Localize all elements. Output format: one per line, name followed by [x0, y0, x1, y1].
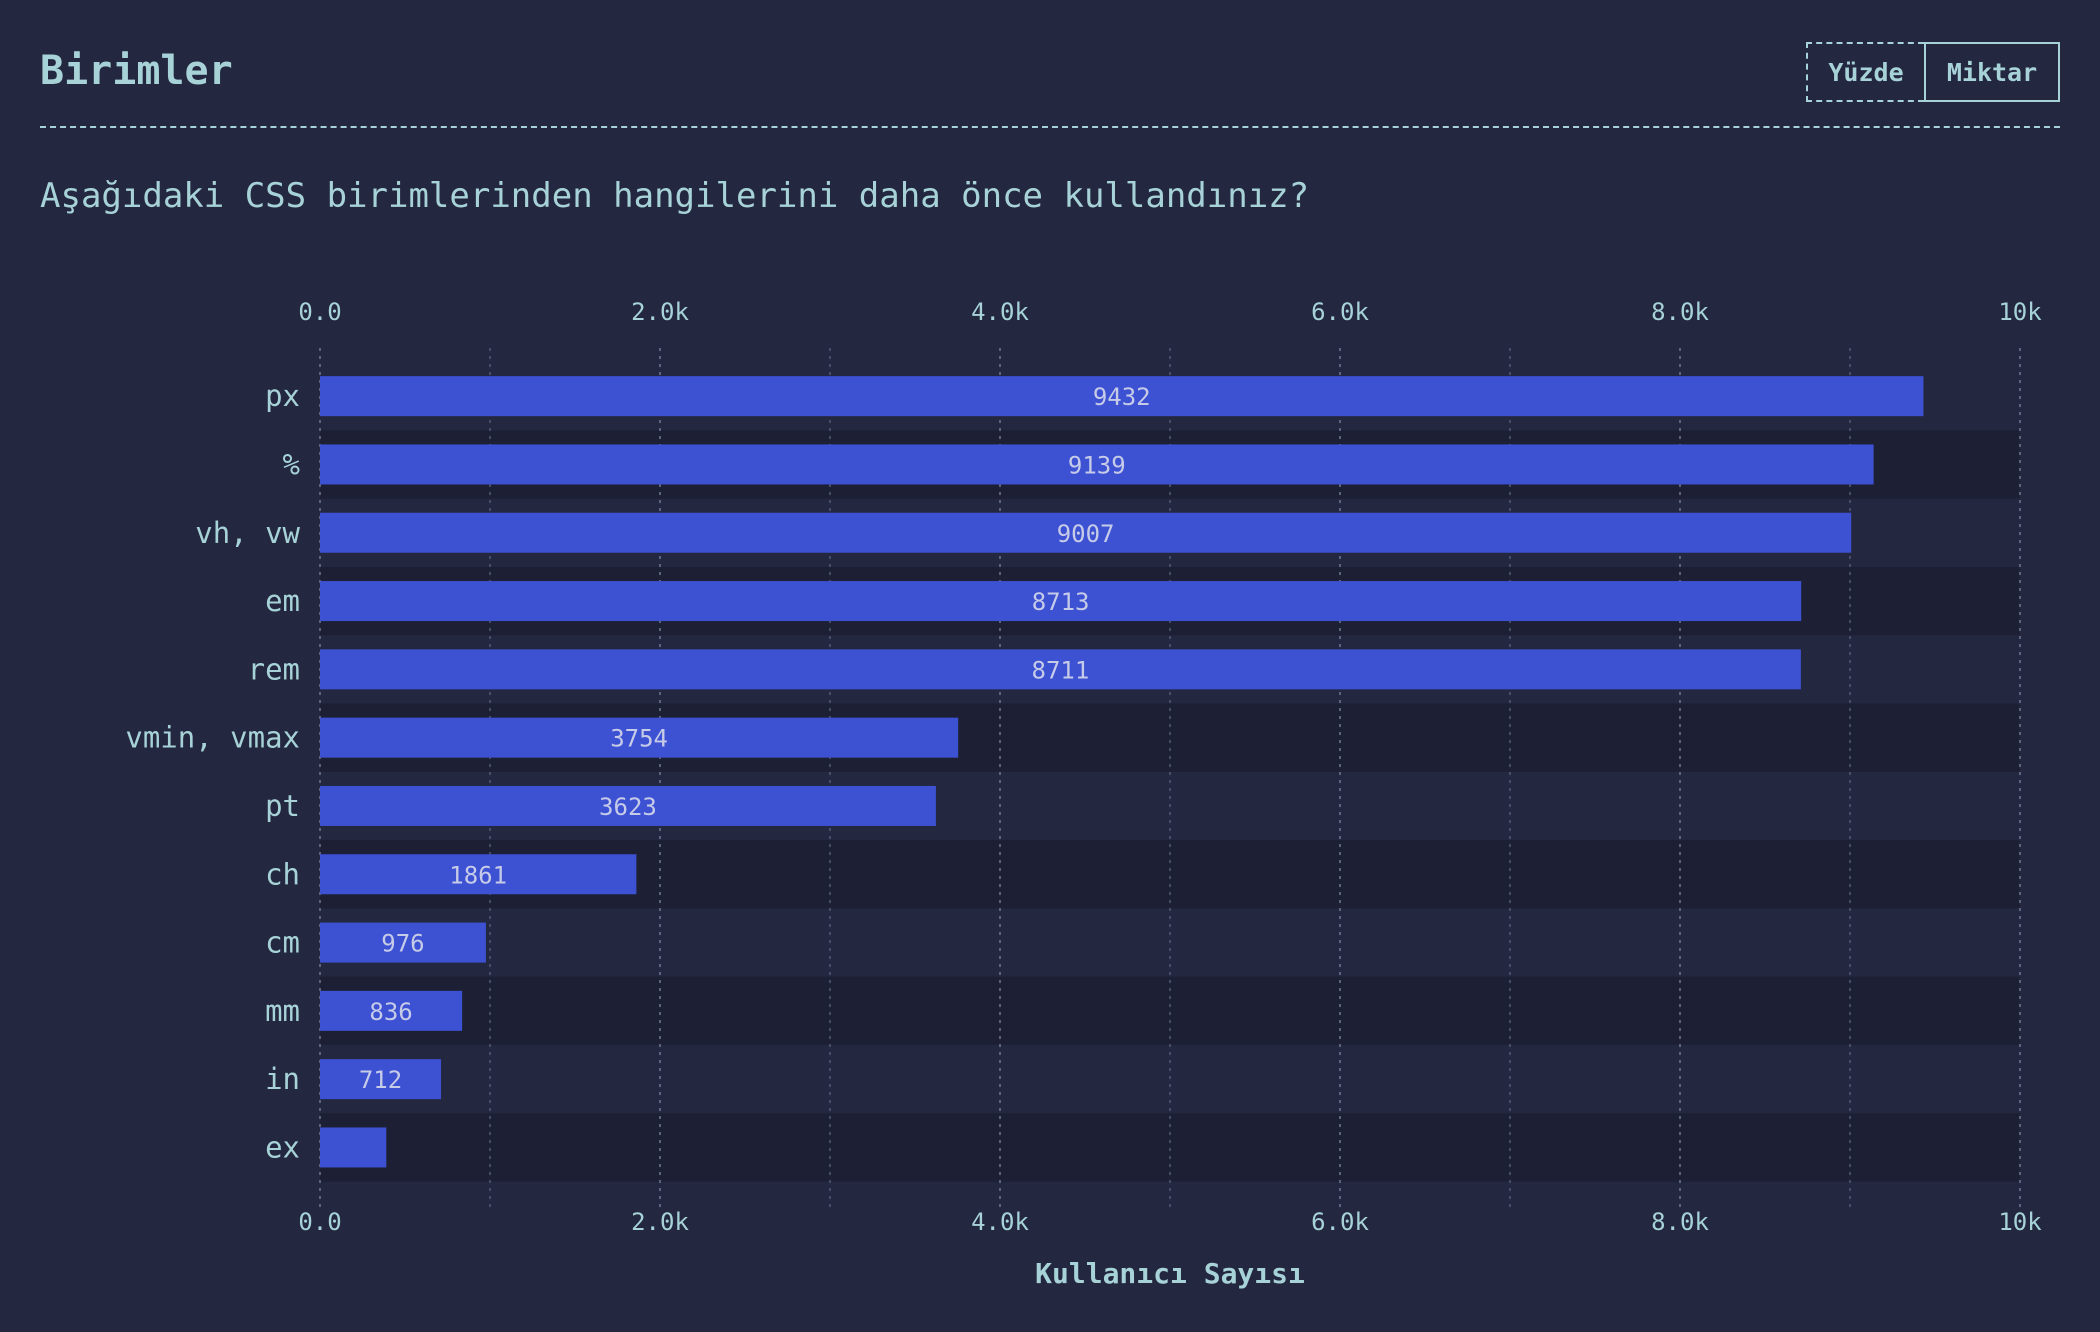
x-tick-label-bottom: 4.0k [971, 1208, 1029, 1236]
unit-toggle: Yüzde Miktar [1806, 42, 2060, 102]
survey-question: Aşağıdaki CSS birimlerinden hangilerini … [40, 176, 1310, 216]
value-label: 8713 [1032, 588, 1090, 616]
category-label: ch [265, 857, 300, 891]
x-tick-label-top: 6.0k [1311, 298, 1369, 326]
bar- [320, 444, 1874, 485]
x-tick-label-top: 8.0k [1651, 298, 1709, 326]
value-label: 836 [369, 998, 412, 1026]
category-label: cm [265, 926, 300, 960]
value-label: 9007 [1057, 520, 1115, 548]
x-tick-label-top: 4.0k [971, 298, 1029, 326]
x-tick-label-bottom: 2.0k [631, 1208, 689, 1236]
category-label: in [265, 1062, 300, 1096]
header-divider [40, 126, 2060, 128]
category-label: rem [248, 652, 300, 686]
bar-px [320, 376, 1924, 417]
percent-toggle-button[interactable]: Yüzde [1806, 42, 1924, 102]
x-axis-title: Kullanıcı Sayısı [1035, 1257, 1305, 1290]
bar-em [320, 581, 1802, 622]
category-label: % [283, 447, 300, 481]
category-label: px [265, 379, 300, 413]
category-label: vh, vw [195, 516, 300, 550]
x-tick-label-bottom: 0.0 [298, 1208, 341, 1236]
bar-vh-vw [320, 512, 1852, 553]
value-label: 1861 [449, 861, 507, 889]
x-tick-label-bottom: 8.0k [1651, 1208, 1709, 1236]
bar-vmin-vmax [320, 717, 959, 758]
x-tick-label-bottom: 10k [1998, 1208, 2042, 1236]
value-label: 976 [381, 930, 424, 958]
x-tick-label-top: 2.0k [631, 298, 689, 326]
category-label: pt [265, 789, 300, 823]
x-tick-label-top: 0.0 [298, 298, 341, 326]
category-label: em [265, 584, 300, 618]
count-toggle-button[interactable]: Miktar [1924, 42, 2060, 102]
category-label: ex [265, 1130, 300, 1164]
page-title: Birimler [40, 48, 233, 94]
value-label: 3623 [599, 793, 657, 821]
value-label: 9432 [1093, 383, 1151, 411]
bar-ch [320, 854, 637, 895]
row-band [320, 976, 2020, 1045]
category-label: vmin, vmax [125, 721, 300, 755]
bar-cm [320, 922, 486, 963]
value-label: 9139 [1068, 451, 1126, 479]
bar-ex [320, 1127, 387, 1168]
bar-mm [320, 990, 463, 1031]
value-label: 712 [359, 1066, 402, 1094]
x-tick-label-bottom: 6.0k [1311, 1208, 1369, 1236]
bar-pt [320, 785, 936, 826]
value-label: 8711 [1032, 656, 1090, 684]
bar-in [320, 1059, 442, 1100]
value-label: 3754 [610, 725, 668, 753]
bar-rem [320, 649, 1801, 690]
category-label: mm [265, 994, 300, 1028]
x-tick-label-top: 10k [1998, 298, 2042, 326]
row-band [320, 1113, 2020, 1182]
